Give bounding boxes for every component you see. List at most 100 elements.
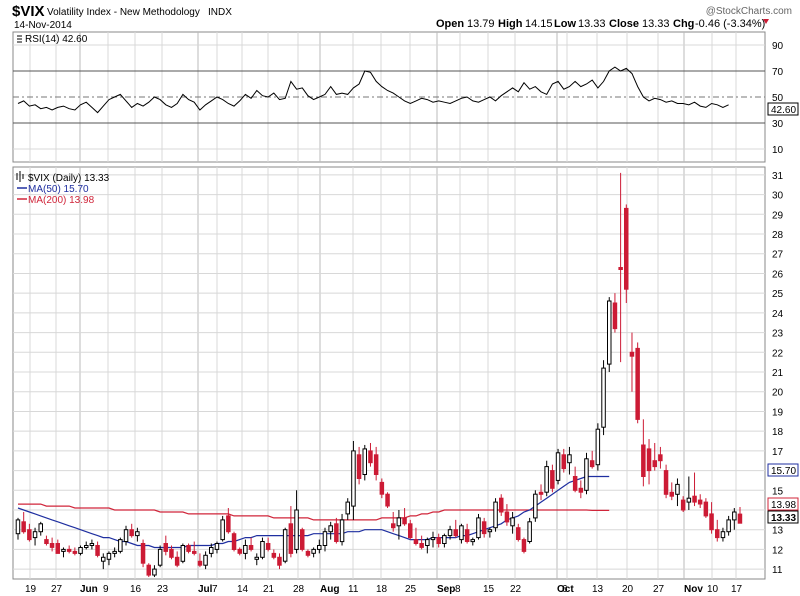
rsi-axis-ticks: 10 30 50 70 90 <box>772 41 784 156</box>
close-tag-text: 13.33 <box>771 513 796 524</box>
candle-body <box>447 529 453 537</box>
price-tick-label: 18 <box>772 427 784 438</box>
candle <box>192 541 197 556</box>
candle <box>288 506 294 558</box>
x-tick-label: 15 <box>483 584 495 595</box>
candle <box>709 502 714 534</box>
low-label: Low <box>554 18 576 30</box>
candle-body <box>527 521 532 542</box>
rsi-panel: 10 30 50 70 90 RSI(14) 42.60 42.60 <box>12 31 799 163</box>
candle-body <box>464 529 470 543</box>
price-tick-label: 19 <box>772 407 784 418</box>
credit-label: @StockCharts.com <box>706 6 792 17</box>
candle <box>402 508 407 526</box>
price-tick-label: 11 <box>772 565 783 576</box>
candle <box>703 498 709 518</box>
candle-body <box>163 543 168 552</box>
candle-body <box>61 548 66 552</box>
candle-body <box>186 545 191 552</box>
candle <box>84 541 89 550</box>
candle-body <box>572 476 578 491</box>
candle-body <box>646 448 652 472</box>
candle <box>277 553 282 570</box>
price-tick-label: 17 <box>772 447 784 458</box>
candle <box>66 545 72 554</box>
candle <box>413 527 419 546</box>
rsi-tag-box <box>767 102 799 116</box>
candle-body <box>470 539 475 543</box>
candle-body <box>317 545 322 550</box>
candle <box>612 293 618 333</box>
candle <box>140 539 146 568</box>
candle-body <box>584 458 589 491</box>
candle-body <box>362 448 367 475</box>
candle-body <box>510 517 515 527</box>
candle <box>533 490 538 522</box>
candle-body <box>425 539 430 546</box>
candle <box>686 476 692 511</box>
candle <box>584 452 589 495</box>
candle <box>737 507 743 524</box>
candle-body <box>203 554 208 566</box>
candle <box>226 508 231 534</box>
candle-body <box>726 519 731 533</box>
candle <box>464 523 470 544</box>
candle <box>32 527 38 546</box>
candle-body <box>663 470 669 495</box>
candle <box>487 527 493 538</box>
candle-body <box>300 529 305 550</box>
candle-body <box>243 545 248 554</box>
candle-body <box>396 517 402 527</box>
ma200-line <box>18 503 610 521</box>
price-tick-label: 25 <box>772 289 784 300</box>
candle <box>38 521 43 536</box>
candle-body <box>618 267 623 270</box>
candle <box>243 539 248 560</box>
candle-body <box>209 547 214 554</box>
candle <box>282 527 288 564</box>
ma50-legend-text: MA(50) 15.70 <box>28 184 89 195</box>
chg-value: -0.46 (-3.34%) <box>695 18 765 30</box>
candle-body <box>669 491 674 497</box>
candle-body <box>459 525 464 541</box>
candle <box>197 553 203 568</box>
candlesticks <box>15 172 743 578</box>
ma50-value-tag: 15.70 <box>767 463 799 477</box>
x-tick-label: 21 <box>263 584 275 595</box>
candle-body <box>641 444 646 477</box>
candle-body <box>44 539 49 544</box>
candle-body <box>334 523 339 542</box>
candle-body <box>38 523 43 533</box>
candle-body <box>391 523 396 529</box>
candle <box>44 535 49 546</box>
ticker-symbol: $VIX <box>12 3 45 20</box>
price-tick-label: 24 <box>772 309 784 320</box>
x-tick-label: Jun <box>80 584 98 595</box>
candle-body <box>78 547 83 554</box>
candle <box>629 332 635 392</box>
candle <box>481 517 487 538</box>
candle-body <box>703 501 709 517</box>
candle <box>152 565 157 578</box>
candle-body <box>652 460 657 468</box>
candle-body <box>32 531 38 539</box>
candle-body <box>675 483 680 495</box>
price-tick-label: 31 <box>772 171 784 182</box>
candle-body <box>385 493 390 507</box>
candle-body <box>305 550 311 556</box>
x-tick-label: Oct <box>557 584 574 595</box>
candle-body <box>453 529 458 537</box>
candle <box>89 539 95 550</box>
price-tick-label: 15 <box>772 486 784 497</box>
down-arrow-icon <box>763 19 769 24</box>
candle <box>732 508 737 530</box>
candle <box>476 513 481 540</box>
ma200-tag-text: 13.98 <box>771 500 796 511</box>
candle <box>169 545 174 560</box>
candle <box>129 523 134 538</box>
chart-date: 14-Nov-2014 <box>14 20 72 31</box>
candle-body <box>169 548 174 558</box>
candle <box>493 498 498 532</box>
x-tick-label: 9 <box>103 584 109 595</box>
